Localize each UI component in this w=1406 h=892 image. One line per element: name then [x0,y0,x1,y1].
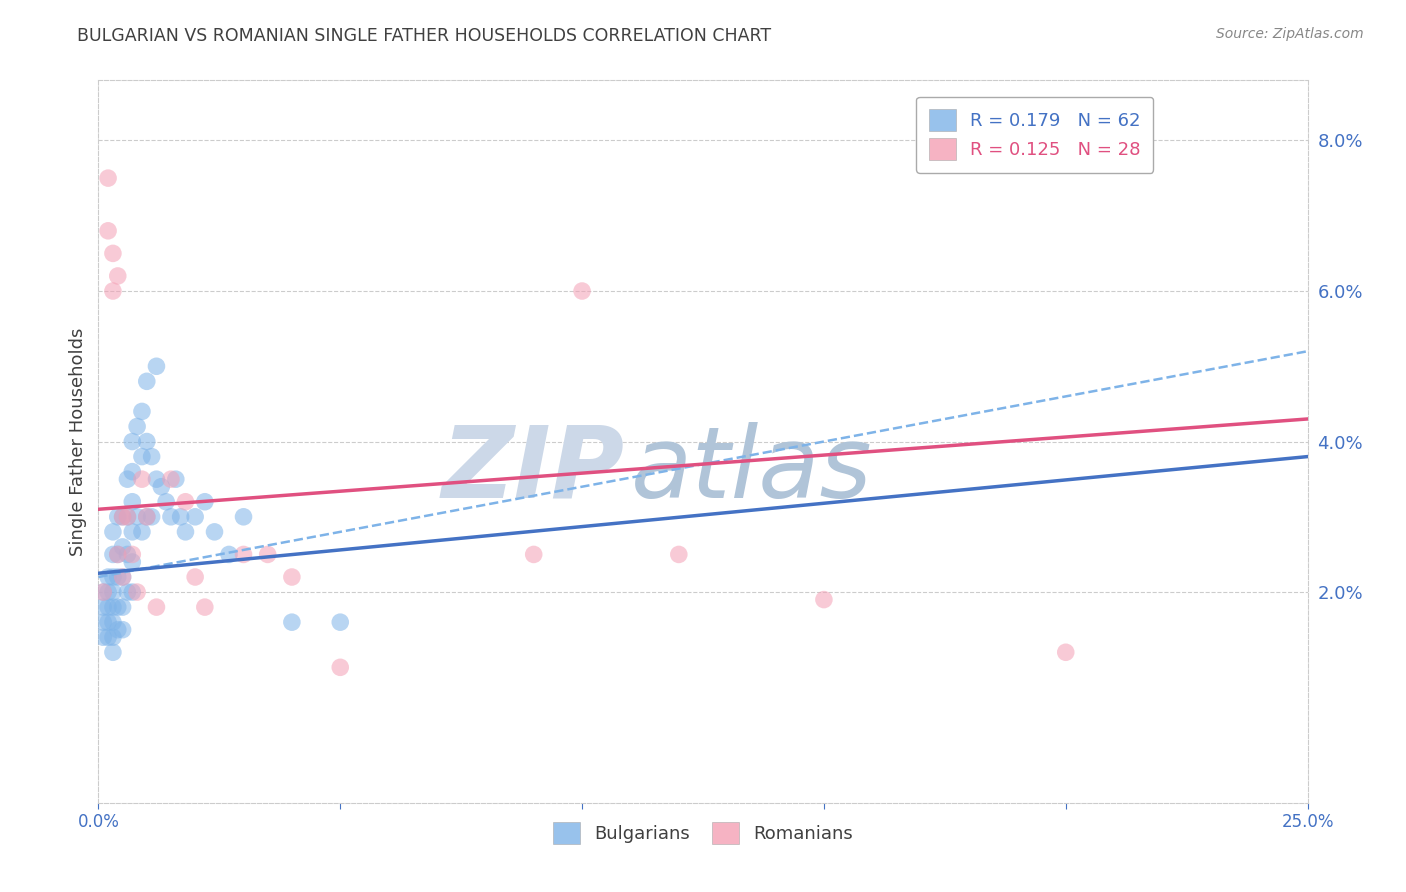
Point [232,548,254,562]
Point [111,570,134,584]
Text: atlas: atlas [630,422,872,519]
Point [329,660,352,674]
Point [101,600,124,615]
Point [169,509,191,524]
Point [101,524,124,539]
Point [131,524,153,539]
Point [281,570,304,584]
Point [523,548,546,562]
Point [281,615,304,630]
Point [111,600,134,615]
Point [145,472,167,486]
Legend: Bulgarians, Romanians: Bulgarians, Romanians [546,815,860,852]
Point [121,494,143,508]
Point [91,585,114,599]
Point [91,630,114,644]
Point [107,268,129,283]
Point [127,419,149,434]
Point [121,555,143,569]
Point [121,465,143,479]
Point [813,592,835,607]
Point [91,615,114,630]
Point [111,509,134,524]
Point [155,494,177,508]
Point [165,472,187,486]
Point [1054,645,1077,659]
Point [111,540,134,554]
Point [107,623,129,637]
Point [160,509,183,524]
Y-axis label: Single Father Households: Single Father Households [69,327,87,556]
Point [97,600,120,615]
Point [121,585,143,599]
Point [135,509,157,524]
Point [145,359,167,374]
Point [174,524,197,539]
Point [101,246,124,260]
Point [107,570,129,584]
Point [194,600,217,615]
Point [135,509,157,524]
Point [111,509,134,524]
Point [101,630,124,644]
Point [150,480,173,494]
Point [127,509,149,524]
Point [127,585,149,599]
Point [117,509,139,524]
Point [218,548,240,562]
Point [107,548,129,562]
Point [97,224,120,238]
Point [97,615,120,630]
Point [204,524,226,539]
Point [194,494,217,508]
Point [571,284,593,298]
Point [97,570,120,584]
Text: ZIP: ZIP [441,422,624,519]
Point [101,548,124,562]
Point [135,434,157,449]
Point [91,585,114,599]
Point [117,472,139,486]
Point [97,171,120,186]
Point [121,434,143,449]
Point [135,375,157,389]
Point [121,524,143,539]
Point [101,570,124,584]
Point [107,600,129,615]
Point [184,509,207,524]
Point [141,450,163,464]
Point [668,548,690,562]
Point [97,585,120,599]
Point [117,585,139,599]
Point [141,509,163,524]
Point [121,548,143,562]
Point [131,472,153,486]
Point [101,585,124,599]
Point [256,548,278,562]
Point [91,600,114,615]
Point [117,509,139,524]
Point [329,615,352,630]
Point [97,630,120,644]
Point [184,570,207,584]
Point [131,404,153,418]
Point [160,472,183,486]
Point [107,509,129,524]
Point [107,548,129,562]
Point [232,509,254,524]
Point [101,284,124,298]
Point [174,494,197,508]
Point [111,570,134,584]
Point [131,450,153,464]
Point [101,615,124,630]
Point [117,548,139,562]
Point [111,623,134,637]
Text: Source: ZipAtlas.com: Source: ZipAtlas.com [1216,27,1364,41]
Text: BULGARIAN VS ROMANIAN SINGLE FATHER HOUSEHOLDS CORRELATION CHART: BULGARIAN VS ROMANIAN SINGLE FATHER HOUS… [77,27,772,45]
Point [145,600,167,615]
Point [101,645,124,659]
